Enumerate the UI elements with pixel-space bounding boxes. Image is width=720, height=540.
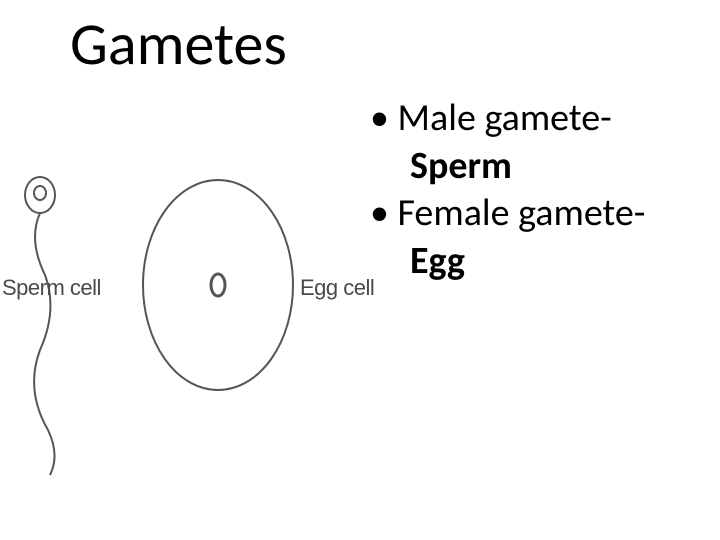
sperm-tail — [34, 213, 54, 475]
bullet-2-sub: Egg — [370, 238, 710, 286]
egg-cell-label: Egg cell — [300, 275, 374, 301]
bullet-1-marker: • — [370, 95, 398, 141]
slide-title: Gametes — [70, 8, 287, 81]
egg-outline — [143, 180, 293, 390]
bullet-2-text: Female gamete- — [398, 190, 646, 236]
sperm-head-inner — [34, 186, 46, 200]
egg-nucleus — [211, 274, 225, 296]
bullet-2-marker: • — [370, 190, 398, 236]
sperm-head-outer — [25, 177, 55, 213]
bullet-1-text: Male gamete- — [398, 95, 612, 141]
gametes-diagram: Sperm cell Egg cell — [0, 90, 380, 390]
bullet-2: • Female gamete- — [370, 190, 710, 238]
bullet-1: • Male gamete- — [370, 95, 710, 143]
sperm-cell-label: Sperm cell — [2, 275, 101, 301]
bullet-1-sub: Sperm — [370, 143, 710, 191]
bullet-list: • Male gamete- Sperm • Female gamete- Eg… — [370, 95, 710, 285]
